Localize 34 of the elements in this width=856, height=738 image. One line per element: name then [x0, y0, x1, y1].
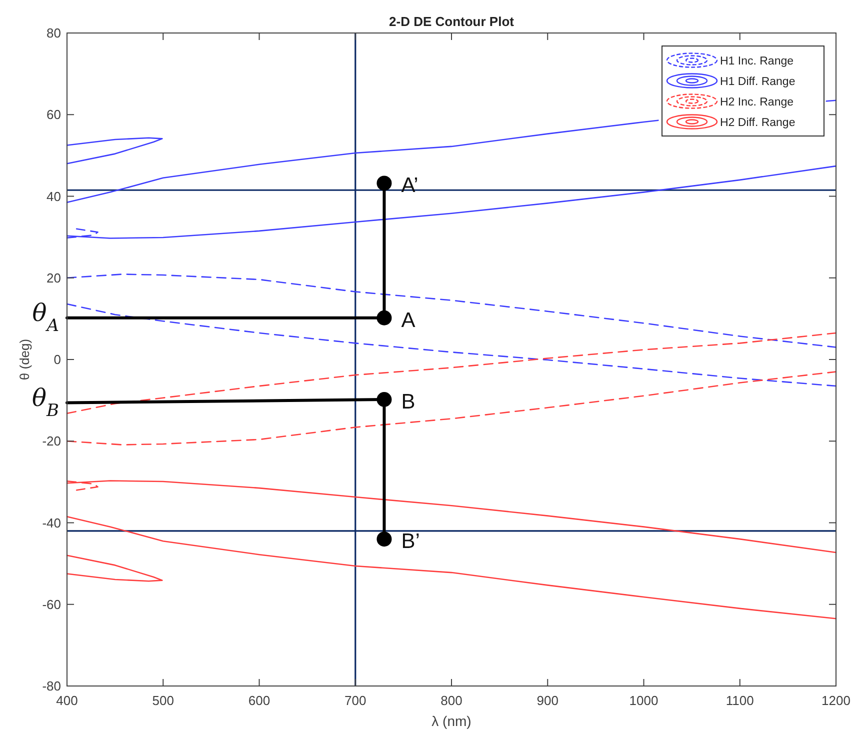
- x-tick-label: 1000: [629, 693, 658, 708]
- point: [376, 176, 392, 191]
- y-tick-label: -20: [42, 434, 61, 449]
- y-tick-label: 80: [46, 26, 61, 40]
- y-tick-label: -80: [42, 678, 61, 694]
- legend-label: H1 Inc. Range: [720, 55, 794, 68]
- x-tick-label: 1200: [822, 693, 850, 708]
- y-tick-label: -60: [42, 596, 61, 612]
- x-tick-label: 700: [344, 693, 366, 708]
- y-tick-label: 60: [46, 107, 61, 122]
- x-tick-label: 1100: [726, 693, 754, 708]
- data-label: A: [401, 308, 416, 332]
- text: θ$_{B}$: [32, 384, 59, 421]
- y-tick-label: -40: [42, 515, 61, 530]
- point: [376, 532, 392, 547]
- y-axis-title: θ (deg): [17, 338, 32, 380]
- data-label: B: [401, 390, 416, 414]
- y-tick-label: 40: [46, 188, 61, 204]
- data-label: B’: [401, 530, 420, 554]
- y-tick-label: 20: [46, 270, 61, 286]
- legend-label: H2 Diff. Range: [720, 116, 796, 129]
- text: θ$_{A}$: [32, 298, 59, 336]
- y-tick-label: 0: [54, 352, 61, 367]
- point: [376, 310, 392, 326]
- point: [376, 392, 392, 407]
- x-tick-label: 600: [248, 693, 270, 708]
- chart-title: 2-D DE Contour Plot: [389, 14, 515, 29]
- x-tick-label: 400: [56, 693, 78, 708]
- x-tick-label: 500: [152, 693, 174, 708]
- x-axis-title: λ (nm): [432, 713, 472, 729]
- x-tick-label: 800: [440, 693, 462, 708]
- legend-label: H1 Diff. Range: [720, 76, 796, 88]
- x-tick-label: 900: [536, 693, 558, 708]
- legend-label: H2 Inc. Range: [720, 96, 794, 108]
